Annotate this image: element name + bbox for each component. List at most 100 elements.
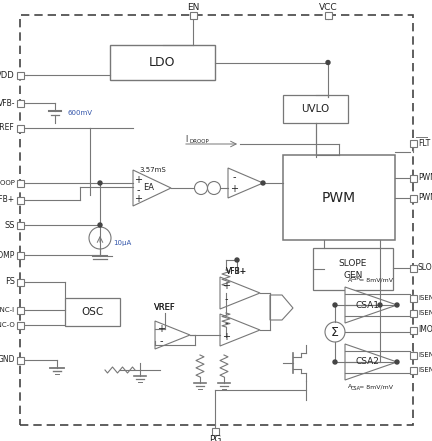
- Polygon shape: [220, 277, 260, 309]
- Text: SS: SS: [4, 220, 15, 229]
- Circle shape: [395, 303, 399, 307]
- Text: FS: FS: [5, 277, 15, 287]
- Text: 10μA: 10μA: [113, 240, 131, 246]
- Bar: [110, 45, 215, 80]
- Bar: [212, 427, 219, 434]
- Bar: [16, 197, 23, 203]
- Text: +: +: [157, 324, 165, 334]
- Text: ISEN2-: ISEN2-: [418, 352, 432, 358]
- Text: Σ: Σ: [331, 325, 339, 339]
- Text: SYNC-I: SYNC-I: [0, 307, 15, 313]
- Text: +: +: [134, 175, 142, 185]
- Circle shape: [326, 60, 330, 64]
- Bar: [16, 179, 23, 187]
- Text: VDD: VDD: [0, 71, 15, 79]
- Text: I: I: [185, 135, 187, 145]
- Bar: [410, 295, 416, 302]
- Bar: [16, 221, 23, 228]
- Text: DROOP: DROOP: [189, 139, 209, 144]
- Circle shape: [194, 182, 207, 194]
- Text: VFB-: VFB-: [0, 98, 15, 108]
- Circle shape: [378, 303, 382, 307]
- Text: = 8mV/mV: = 8mV/mV: [359, 385, 393, 389]
- Text: ISEN1-: ISEN1-: [418, 295, 432, 301]
- Text: VREF: VREF: [154, 303, 176, 313]
- Text: -: -: [159, 336, 163, 346]
- Text: FLT: FLT: [418, 138, 430, 147]
- Text: VFB+: VFB+: [226, 268, 248, 277]
- Bar: [324, 11, 331, 19]
- Bar: [16, 71, 23, 78]
- Circle shape: [89, 227, 111, 249]
- Text: SLOPE: SLOPE: [418, 264, 432, 273]
- Text: VFB+: VFB+: [0, 195, 15, 205]
- Text: -: -: [136, 185, 140, 195]
- Bar: [410, 351, 416, 359]
- Text: CSA2: CSA2: [355, 358, 379, 366]
- Text: EN: EN: [187, 4, 199, 12]
- Text: VREF: VREF: [0, 123, 15, 132]
- Text: +: +: [222, 281, 230, 291]
- Bar: [410, 265, 416, 272]
- Circle shape: [235, 258, 239, 262]
- Circle shape: [333, 303, 337, 307]
- Text: EA: EA: [143, 183, 155, 193]
- Text: VCC: VCC: [319, 4, 337, 12]
- Text: CSA: CSA: [351, 386, 361, 392]
- Bar: [16, 124, 23, 131]
- Text: ISEN1+: ISEN1+: [418, 310, 432, 316]
- Text: = 8mV/mV: = 8mV/mV: [359, 277, 393, 283]
- Polygon shape: [345, 344, 397, 380]
- Bar: [16, 306, 23, 314]
- Text: +: +: [222, 332, 230, 342]
- Circle shape: [333, 360, 337, 364]
- Text: A: A: [348, 277, 352, 283]
- Text: SLOPE: SLOPE: [339, 259, 367, 269]
- Bar: [410, 366, 416, 374]
- Bar: [283, 155, 395, 240]
- Text: SYNC-O: SYNC-O: [0, 322, 15, 328]
- Circle shape: [98, 181, 102, 185]
- Text: -: -: [224, 318, 228, 328]
- Bar: [16, 100, 23, 106]
- Polygon shape: [270, 295, 293, 320]
- Circle shape: [261, 181, 265, 185]
- Circle shape: [325, 322, 345, 342]
- Text: -: -: [232, 172, 236, 182]
- Bar: [410, 194, 416, 202]
- Text: 3.57mS: 3.57mS: [140, 167, 166, 173]
- Circle shape: [98, 223, 102, 227]
- Bar: [190, 11, 197, 19]
- Bar: [410, 139, 416, 146]
- Text: OSC: OSC: [81, 307, 104, 317]
- Text: ISEN2+: ISEN2+: [418, 367, 432, 373]
- Text: +: +: [230, 184, 238, 194]
- Text: UVLO: UVLO: [302, 104, 330, 114]
- Polygon shape: [228, 168, 263, 198]
- Text: CSA: CSA: [351, 276, 361, 280]
- Text: GEN: GEN: [343, 270, 363, 280]
- Text: CSA1: CSA1: [355, 300, 379, 310]
- Text: PWM1: PWM1: [418, 173, 432, 183]
- Text: DROOP: DROOP: [0, 180, 15, 186]
- Bar: [410, 175, 416, 182]
- Polygon shape: [220, 314, 260, 346]
- Bar: [16, 321, 23, 329]
- Polygon shape: [133, 170, 171, 206]
- Bar: [410, 326, 416, 333]
- Bar: [16, 279, 23, 285]
- Text: -: -: [224, 294, 228, 304]
- Text: PWM: PWM: [322, 191, 356, 205]
- Bar: [16, 356, 23, 363]
- Text: A: A: [348, 385, 352, 389]
- Circle shape: [207, 182, 220, 194]
- Polygon shape: [155, 321, 190, 349]
- Text: 600mV: 600mV: [67, 110, 92, 116]
- Bar: [283, 95, 348, 123]
- Bar: [313, 248, 393, 290]
- Text: VFB+: VFB+: [226, 268, 248, 277]
- Text: LDO: LDO: [149, 56, 176, 69]
- Text: VREF: VREF: [154, 303, 176, 313]
- Text: GND: GND: [0, 355, 15, 365]
- Bar: [16, 251, 23, 258]
